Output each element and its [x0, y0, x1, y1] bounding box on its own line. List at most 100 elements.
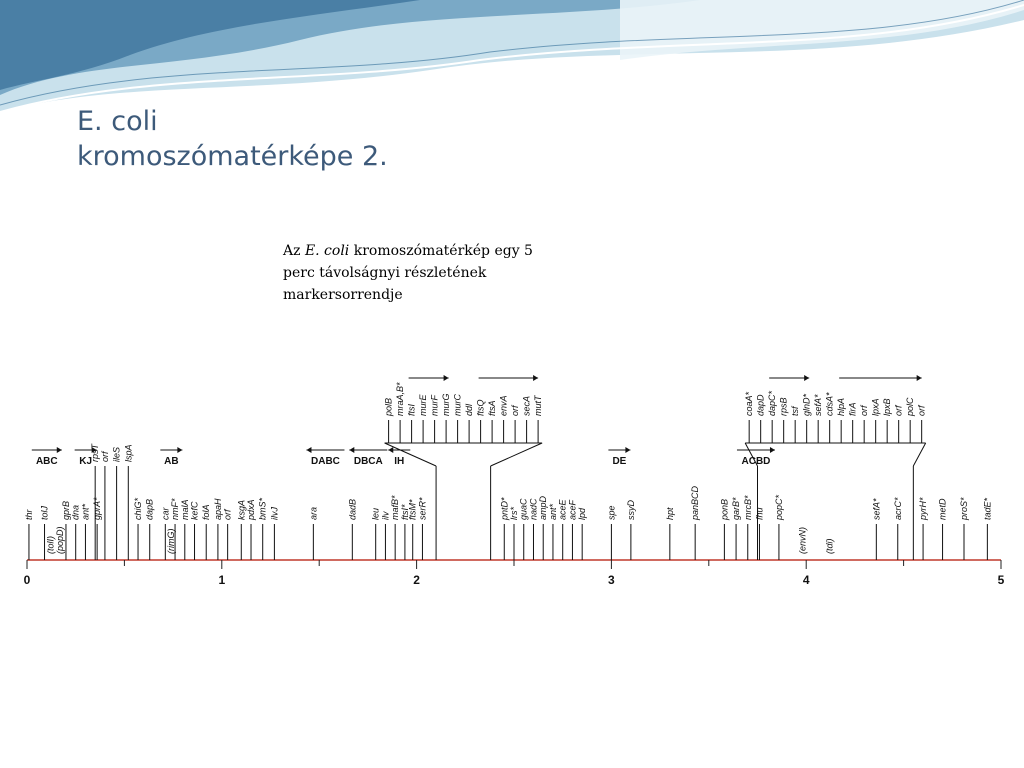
axis-tick-label: 5 [998, 573, 1005, 587]
gene-label: tadE* [982, 497, 992, 520]
gene-label: ileS [112, 447, 122, 462]
gene-label: pyrH* [918, 497, 928, 521]
gene-label-parenthesized: (tolI) [45, 536, 55, 554]
inset-gene-label: ftsQ [476, 399, 486, 416]
gene-label: orf [100, 450, 110, 462]
gene-label: leu [371, 508, 381, 520]
inset-gene-label: murC [453, 394, 463, 416]
operon-arrowhead [625, 447, 631, 453]
gene-label: ftsI* [400, 504, 410, 520]
inset-gene-label: orf [894, 404, 904, 416]
gene-label: metD [938, 498, 948, 520]
gene-label: kefC [190, 501, 200, 520]
gene-label: malA [180, 499, 190, 520]
inset-gene-label: cdsA* [825, 392, 835, 416]
slide-title: E. coli kromoszómatérképe 2. [77, 104, 388, 174]
inset-arrowhead [533, 375, 539, 381]
gene-label: gprB [61, 501, 71, 520]
gene-label: guaC [519, 498, 529, 520]
gene-label: chiG* [133, 497, 143, 520]
inset-gene-label: tsf [790, 405, 800, 416]
gene-label: dadB [347, 499, 357, 520]
operon-arrowhead [349, 447, 355, 453]
inset-gene-label: firA [848, 403, 858, 417]
gene-label: serR* [417, 497, 427, 520]
caption-line-1-pre: Az [283, 243, 305, 259]
gene-label: garB* [731, 497, 741, 520]
operon-label: DBCA [354, 456, 383, 467]
operon-arrowhead [56, 447, 62, 453]
inset-gene-label: orf [917, 404, 927, 416]
gene-label: hpt [665, 507, 675, 520]
operon-arrowhead [769, 447, 775, 453]
gene-label: rpsT [90, 442, 100, 462]
gene-label: folA [201, 504, 211, 520]
axis-tick-label: 0 [24, 573, 31, 587]
inset-connector [384, 442, 437, 467]
inset-gene-label: dapD [756, 394, 766, 416]
inset-gene-label: rpsB [779, 397, 789, 416]
gene-label: ilvJ [269, 507, 279, 520]
inset-connector [912, 442, 927, 467]
gene-label: car [160, 506, 170, 520]
operon-label: ACBD [742, 456, 771, 467]
figure-caption: Az E. coli kromoszómatérkép egy 5 perc t… [283, 240, 603, 306]
gene-label: sefA* [871, 498, 881, 520]
inset-gene-label: lpxB [882, 398, 892, 416]
gene-label: ftsM* [408, 499, 418, 520]
gene-label: tolJ [40, 505, 50, 520]
operon-arrowhead [388, 447, 394, 453]
operon-label: DABC [311, 456, 340, 467]
gene-label: ant* [548, 503, 558, 520]
gene-label: ponB [719, 499, 729, 521]
title-line-1: E. coli [77, 106, 158, 137]
gene-label: thr [24, 508, 34, 520]
gene-label: ara [308, 507, 318, 520]
inset-gene-label: ftsI [407, 403, 417, 416]
inset-gene-label: mraA,B* [395, 382, 405, 416]
inset-gene-label: hlpA [836, 398, 846, 416]
gene-label: orf [223, 508, 233, 520]
gene-label: pdxA [246, 499, 256, 521]
inset-gene-label: murG [441, 394, 451, 417]
operon-label: IH [394, 456, 404, 467]
gene-label: lspA [123, 444, 133, 462]
caption-line-3: markersorrendje [283, 287, 403, 303]
operon-arrowhead [177, 447, 183, 453]
gene-label: mrcB* [743, 495, 753, 520]
gene-label: proS* [959, 497, 969, 521]
gene-label-parenthesized: (envN) [797, 527, 807, 554]
gene-label-parenthesized: (popD) [55, 526, 65, 554]
caption-line-1: Az E. coli kromoszómatérkép egy 5 [283, 240, 603, 262]
inset-gene-label: murF [430, 395, 440, 416]
inset-gene-label: ftsA [487, 400, 497, 416]
gene-label: ssyD [626, 500, 636, 521]
operon-label: ABC [36, 456, 58, 467]
inset-connector [744, 442, 758, 467]
gene-label: panBCD [690, 485, 700, 521]
gene-label: popC* [774, 494, 784, 521]
gene-label: fhu [754, 507, 764, 520]
gene-label: ant* [80, 503, 90, 520]
operon-label: AB [164, 456, 178, 467]
gene-label: ilv [380, 511, 390, 520]
gene-label: spe [606, 505, 616, 520]
gene-label-parenthesized: (tdi) [825, 538, 835, 554]
inset-gene-label: polB [384, 398, 394, 417]
gene-label: ksgA [236, 500, 246, 520]
inset-gene-label: orf [510, 404, 520, 416]
gene-label: acrC* [893, 497, 903, 520]
gene-label: dna [71, 505, 81, 520]
inset-gene-label: secA [522, 396, 532, 416]
gene-label: nmF* [170, 498, 180, 520]
operon-label: DE [612, 456, 626, 467]
gene-label-parenthesized: (rimG) [166, 529, 176, 555]
inset-gene-label: envA [499, 395, 509, 416]
inset-gene-label: sefA* [813, 394, 823, 416]
inset-gene-label: orf [859, 404, 869, 416]
gene-label: lpd [577, 507, 587, 520]
inset-gene-label: murE [418, 394, 428, 416]
gene-label: nadC [528, 498, 538, 520]
title-line-2: kromoszómatérképe 2. [77, 141, 388, 172]
